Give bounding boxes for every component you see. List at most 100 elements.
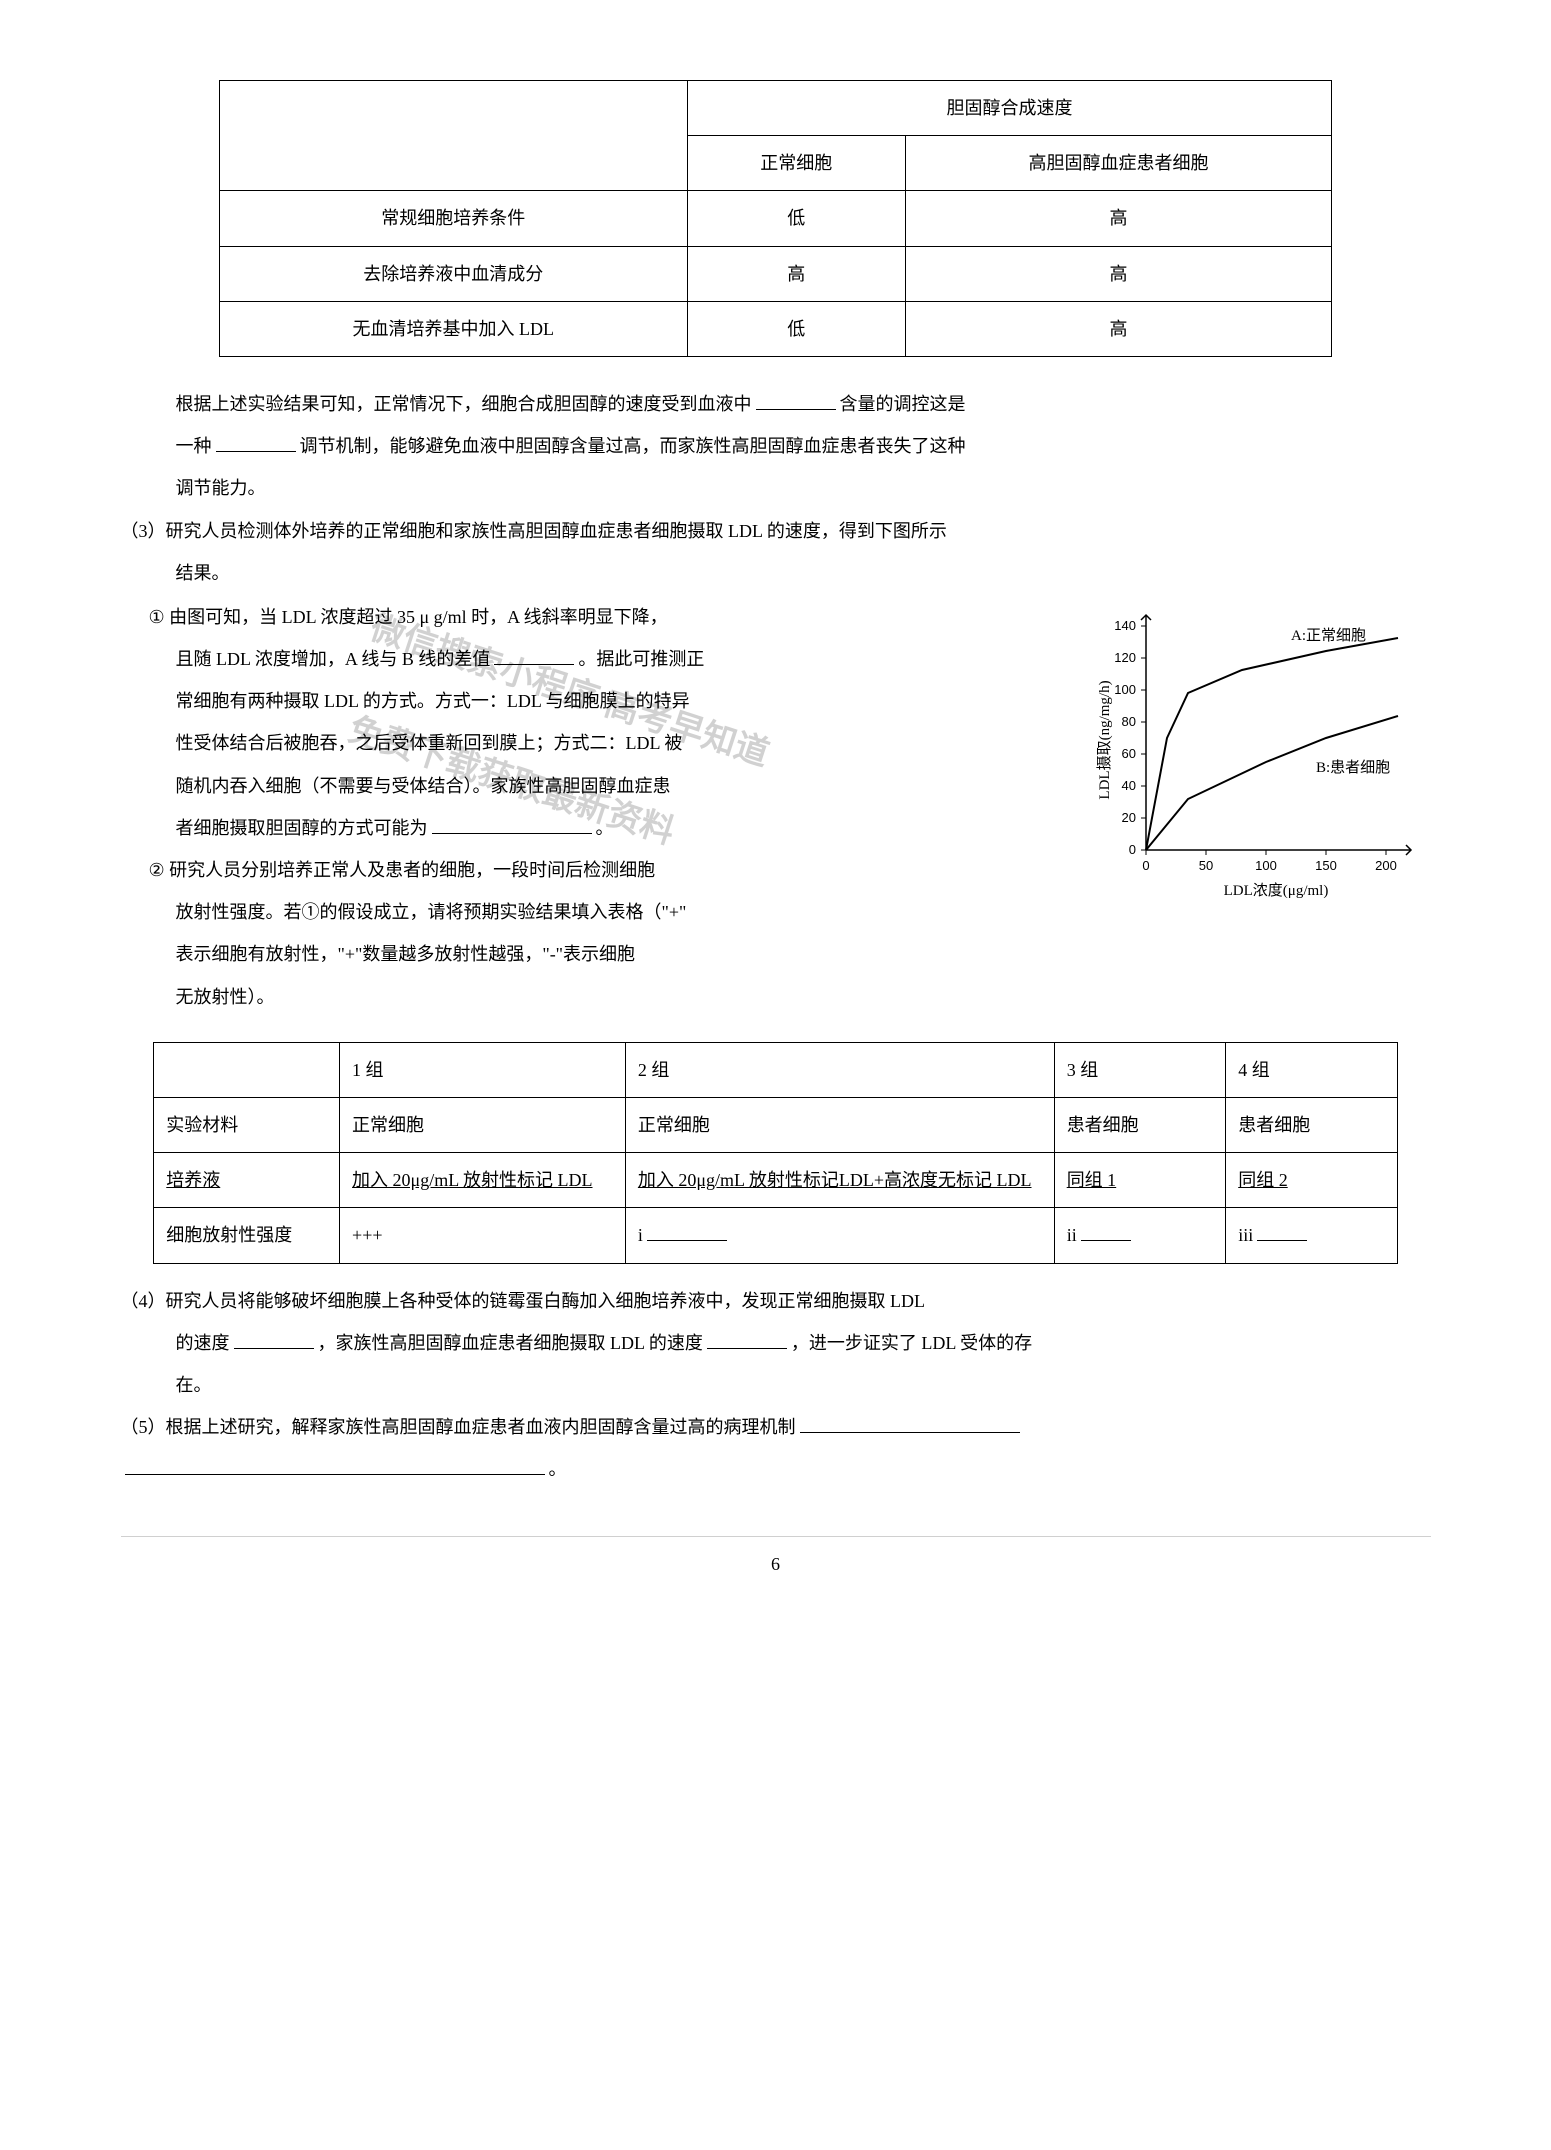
q3-1-h: 。 (596, 818, 614, 838)
q3-1-c: 。据此可推测正 (578, 649, 704, 669)
blank-iii (1257, 1223, 1307, 1241)
t1-r3-c2: 高 (905, 301, 1332, 356)
chart-y-label: LDL摄取(ng/mg/h) (1096, 680, 1113, 799)
svg-text:40: 40 (1121, 778, 1135, 793)
para-after-t1-line3: 调节能力。 (121, 471, 1431, 505)
chart-x-label: LDL浓度(μg/ml) (1223, 882, 1328, 899)
t1-empty (219, 81, 687, 191)
svg-text:0: 0 (1128, 842, 1135, 857)
t2-h1: 1 组 (340, 1042, 626, 1097)
t2-r3-label: 细胞放射性强度 (154, 1208, 340, 1263)
q3-1-g: 者细胞摄取胆固醇的方式可能为 (176, 818, 428, 838)
q3-1-line1: ① 由图可知，当 LDL 浓度超过 35 μ g/ml 时，A 线斜率明显下降， (121, 600, 1071, 634)
t1-r2-c2: 高 (905, 246, 1332, 301)
t1-r2-label: 去除培养液中血清成分 (219, 246, 687, 301)
t1-r3-label: 无血清培养基中加入 LDL (219, 301, 687, 356)
svg-text:80: 80 (1121, 714, 1135, 729)
t2-r1-c1: 正常细胞 (340, 1097, 626, 1152)
q3-1-b: 且随 LDL 浓度增加，A 线与 B 线的差值 (176, 649, 491, 669)
q3-1-line2: 且随 LDL 浓度增加，A 线与 B 线的差值 。据此可推测正 (121, 642, 1071, 676)
q5-b: 。 (549, 1459, 567, 1479)
blank-5 (234, 1331, 314, 1349)
t1-r3-c1: 低 (687, 301, 905, 356)
t1-span-header: 胆固醇合成速度 (687, 81, 1332, 136)
t2-h3: 3 组 (1054, 1042, 1226, 1097)
blank-7 (800, 1415, 1020, 1433)
t2-r1-c3: 患者细胞 (1054, 1097, 1226, 1152)
q3-text1: 研究人员检测体外培养的正常细胞和家族性高胆固醇血症患者细胞摄取 LDL 的速度，… (166, 521, 947, 541)
ldl-chart: 0 20 40 60 80 100 120 140 (1091, 600, 1431, 921)
svg-text:150: 150 (1315, 858, 1337, 873)
t2-r3-c4: iii (1226, 1208, 1398, 1263)
t1-r2-c1: 高 (687, 246, 905, 301)
t2-r1-c4: 患者细胞 (1226, 1097, 1398, 1152)
svg-text:60: 60 (1121, 746, 1135, 761)
t2-r3-c2: i (625, 1208, 1054, 1263)
q3-1-line5: 随机内吞入细胞（不需要与受体结合）。家族性高胆固醇血症患 (121, 769, 1071, 803)
q3-1-line3: 常细胞有两种摄取 LDL 的方式。方式一：LDL 与细胞膜上的特异 (121, 684, 1071, 718)
q3-line1: （3）研究人员检测体外培养的正常细胞和家族性高胆固醇血症患者细胞摄取 LDL 的… (121, 514, 1431, 548)
q3-2-d: 无放射性）。 (176, 987, 275, 1007)
q3-1-d: 常细胞有两种摄取 LDL 的方式。方式一：LDL 与细胞膜上的特异 (176, 691, 690, 711)
svg-text:50: 50 (1198, 858, 1212, 873)
blank-4 (432, 816, 592, 834)
q3-2-line4: 无放射性）。 (121, 980, 1071, 1014)
t2-r2-label: 培养液 (154, 1153, 340, 1208)
t2-r2-c3: 同组 1 (1054, 1153, 1226, 1208)
q3-1-line4: 性受体结合后被胞吞，之后受体重新回到膜上；方式二：LDL 被 (121, 726, 1071, 760)
blank-8 (125, 1457, 545, 1475)
q3-2-c: 表示细胞有放射性，"+"数量越多放射性越强，"-"表示细胞 (176, 944, 636, 964)
t2-h0 (154, 1042, 340, 1097)
q4-line2: 的速度 ，家族性高胆固醇血症患者细胞摄取 LDL 的速度 ，进一步证实了 LDL 受… (121, 1326, 1431, 1360)
t1-col2-header: 高胆固醇血症患者细胞 (905, 136, 1332, 191)
q4-c: ，家族性高胆固醇血症患者细胞摄取 LDL 的速度 (318, 1333, 703, 1353)
t2-r3-c1: +++ (340, 1208, 626, 1263)
svg-text:140: 140 (1114, 618, 1136, 633)
q4-d: ，进一步证实了 LDL 受体的存 (791, 1333, 1032, 1353)
t2-h4: 4 组 (1226, 1042, 1398, 1097)
svg-text:100: 100 (1114, 682, 1136, 697)
q3-text2: 结果。 (176, 563, 230, 583)
q4-b: 的速度 (176, 1333, 230, 1353)
q3-1-e: 性受体结合后被胞吞，之后受体重新回到膜上；方式二：LDL 被 (176, 733, 683, 753)
para-after-t1-line2: 一种调节机制，能够避免血液中胆固醇含量过高，而家族性高胆固醇血症患者丧失了这种 (121, 429, 1431, 463)
q4-a: 研究人员将能够破坏细胞膜上各种受体的链霉蛋白酶加入细胞培养液中，发现正常细胞摄取… (166, 1291, 926, 1311)
q3-1-f: 随机内吞入细胞（不需要与受体结合）。家族性高胆固醇血症患 (176, 776, 671, 796)
blank-ii (1081, 1223, 1131, 1241)
q5-label: （5） (121, 1417, 166, 1437)
q5-a: 根据上述研究，解释家族性高胆固醇血症患者血液内胆固醇含量过高的病理机制 (166, 1417, 796, 1437)
t1-col1-header: 正常细胞 (687, 136, 905, 191)
page-number: 6 (121, 1536, 1431, 1581)
blank-i (647, 1223, 727, 1241)
q5-line2: 。 (121, 1452, 1431, 1486)
series-b-label: B:患者细胞 (1316, 759, 1390, 776)
t2-r1-label: 实验材料 (154, 1097, 340, 1152)
p-at1-e: 调节能力。 (176, 478, 266, 498)
t2-r1-c2: 正常细胞 (625, 1097, 1054, 1152)
svg-text:120: 120 (1114, 650, 1136, 665)
q3-2-line1: ② 研究人员分别培养正常人及患者的细胞，一段时间后检测细胞 (121, 853, 1071, 887)
chart-svg: 0 20 40 60 80 100 120 140 (1091, 600, 1431, 910)
document-page: 胆固醇合成速度 正常细胞 高胆固醇血症患者细胞 常规细胞培养条件 低 高 去除培… (121, 80, 1431, 1582)
q4-line3: 在。 (121, 1368, 1431, 1402)
q3-2-a: 研究人员分别培养正常人及患者的细胞，一段时间后检测细胞 (169, 860, 655, 880)
svg-text:20: 20 (1121, 810, 1135, 825)
svg-text:200: 200 (1375, 858, 1397, 873)
q3-2-line3: 表示细胞有放射性，"+"数量越多放射性越强，"-"表示细胞 (121, 937, 1071, 971)
p-at1-d: 调节机制，能够避免血液中胆固醇含量过高，而家族性高胆固醇血症患者丧失了这种 (300, 436, 966, 456)
p-at1-b: 含量的调控这是 (840, 394, 966, 414)
t1-r1-c2: 高 (905, 191, 1332, 246)
svg-text:0: 0 (1142, 858, 1149, 873)
t2-h2: 2 组 (625, 1042, 1054, 1097)
t2-r2-c1: 加入 20μg/mL 放射性标记 LDL (340, 1153, 626, 1208)
q3-line2: 结果。 (121, 556, 1431, 590)
blank-2 (216, 434, 296, 452)
q3-1-line6: 者细胞摄取胆固醇的方式可能为 。 (121, 811, 1071, 845)
q3-2-label: ② (149, 860, 165, 880)
chart-section: ① 由图可知，当 LDL 浓度超过 35 μ g/ml 时，A 线斜率明显下降，… (121, 600, 1431, 1022)
t1-r1-label: 常规细胞培养条件 (219, 191, 687, 246)
para-after-t1: 根据上述实验结果可知，正常情况下，细胞合成胆固醇的速度受到血液中含量的调控这是 (121, 387, 1431, 421)
t2-r3-c3: ii (1054, 1208, 1226, 1263)
table-experiment: 1 组 2 组 3 组 4 组 实验材料 正常细胞 正常细胞 患者细胞 患者细胞… (153, 1042, 1398, 1264)
q3-label: （3） (121, 521, 166, 541)
